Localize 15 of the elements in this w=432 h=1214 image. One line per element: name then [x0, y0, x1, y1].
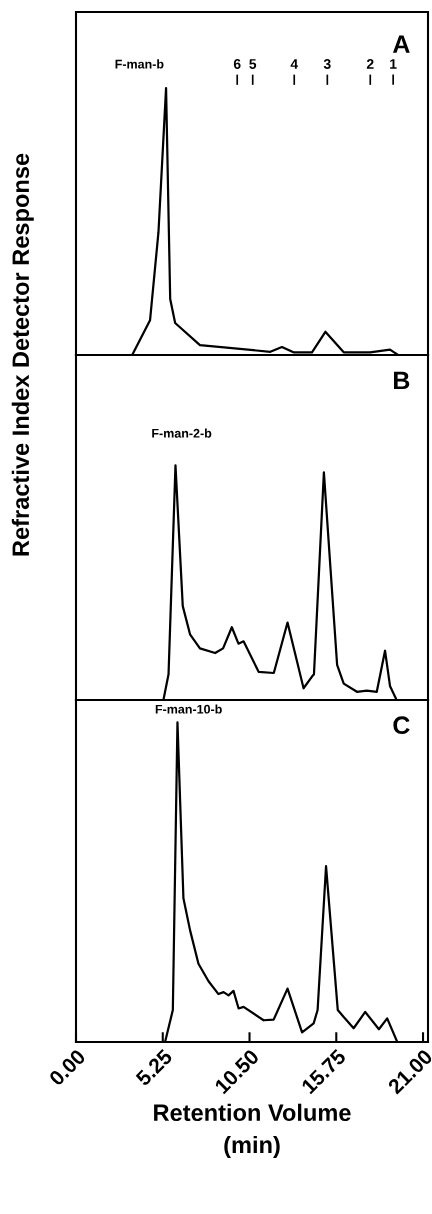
text: F-man-10-b — [155, 704, 222, 714]
text: F-man-b — [115, 59, 164, 69]
y-axis-title: Refractive Index Detector Response — [11, 153, 34, 556]
text: 3 — [323, 59, 331, 69]
text: 2 — [366, 59, 374, 69]
annotation: C — [393, 716, 410, 735]
x-axis-title: Retention Volume (min) — [154, 1103, 351, 1158]
text: 1 — [390, 59, 397, 69]
text: A — [392, 35, 410, 53]
text: 6 — [233, 59, 241, 69]
text: B — [394, 371, 410, 390]
text: F-man-2-b — [152, 428, 212, 438]
x-tick-label: 0.00 — [48, 1048, 87, 1087]
text: 5 — [249, 59, 257, 69]
text: 4 — [290, 59, 299, 69]
